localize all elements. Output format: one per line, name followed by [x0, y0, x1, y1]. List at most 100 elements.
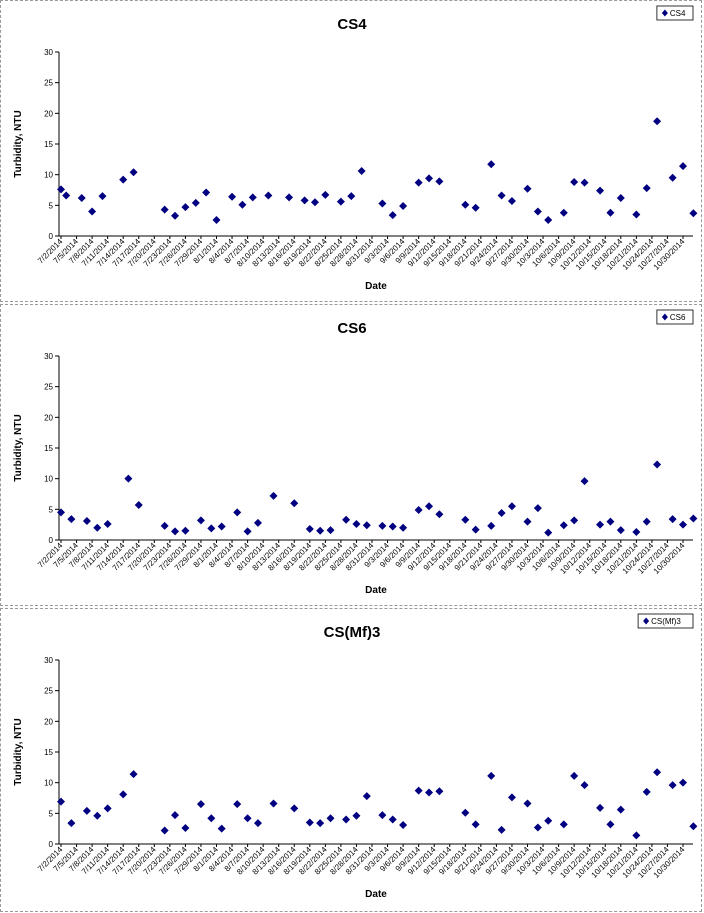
data-point: [305, 818, 314, 827]
data-point: [642, 787, 651, 796]
data-point: [414, 786, 423, 795]
data-point: [67, 819, 76, 828]
data-point: [653, 768, 662, 777]
data-point: [689, 209, 698, 218]
data-point: [689, 822, 698, 831]
y-tick-label: 0: [49, 232, 54, 241]
data-point: [243, 527, 252, 536]
data-point: [82, 516, 91, 525]
data-point: [378, 199, 387, 208]
data-point: [93, 523, 102, 532]
data-point: [606, 517, 615, 526]
y-tick-label: 25: [44, 687, 53, 696]
data-point: [616, 193, 625, 202]
data-point: [606, 820, 615, 829]
data-point: [264, 191, 273, 200]
data-point: [352, 811, 361, 820]
data-point: [269, 799, 278, 808]
y-tick-label: 0: [49, 840, 54, 849]
y-axis-label: Turbidity, NTU: [13, 718, 24, 785]
data-point: [212, 216, 221, 225]
y-tick-label: 10: [44, 475, 53, 484]
legend-marker: [661, 313, 668, 321]
y-tick-label: 20: [44, 109, 53, 118]
data-point: [160, 826, 169, 835]
data-point: [238, 200, 247, 209]
x-axis-label: Date: [365, 281, 387, 292]
data-point: [668, 781, 677, 790]
data-point: [77, 193, 86, 202]
y-tick-label: 25: [44, 79, 53, 88]
data-point: [253, 819, 262, 828]
data-point: [523, 184, 532, 193]
data-point: [290, 804, 299, 813]
data-point: [103, 804, 112, 813]
data-point: [342, 815, 351, 824]
data-point: [544, 528, 553, 537]
chart-panel-cs4: CS4 CS4 0 5 10 15 20 25 30 7/2/2014 7/5/2014 7/8/20…: [0, 0, 702, 302]
y-axis-label: Turbidity, NTU: [13, 414, 24, 481]
data-point: [507, 197, 516, 206]
data-point: [461, 200, 470, 209]
data-point: [57, 185, 65, 194]
data-point: [228, 192, 237, 201]
data-point: [321, 190, 330, 199]
data-point: [171, 811, 180, 820]
data-point: [435, 177, 444, 186]
data-point: [93, 811, 102, 820]
y-tick-label: 10: [44, 779, 53, 788]
data-point: [679, 778, 687, 787]
data-point: [62, 191, 71, 200]
data-point: [461, 808, 470, 817]
chart-svg-cs4: CS4CS40510152025307/2/20147/5/20147/8/20…: [13, 5, 698, 292]
data-point: [233, 800, 242, 809]
data-point: [171, 211, 180, 220]
data-point: [471, 525, 480, 534]
data-point: [181, 526, 190, 535]
data-point: [57, 508, 65, 517]
data-point: [487, 771, 496, 780]
data-point: [269, 491, 278, 500]
data-point: [181, 203, 190, 212]
data-point: [181, 824, 190, 833]
data-point: [342, 515, 351, 524]
data-point: [544, 816, 553, 825]
data-point: [388, 522, 397, 531]
data-point: [362, 521, 371, 530]
legend: CS(Mf)3: [637, 613, 694, 629]
data-point: [580, 477, 589, 486]
data-point: [134, 501, 143, 510]
data-point: [471, 203, 480, 212]
chart-svg-csmf3: CS(Mf)3CS(Mf)30510152025307/2/20147/5/20…: [13, 613, 698, 900]
data-point: [653, 117, 662, 126]
data-point: [461, 515, 470, 524]
data-point: [497, 509, 506, 518]
chart-title: CS(Mf)3: [324, 624, 381, 641]
data-point: [616, 805, 625, 814]
legend-box: [656, 5, 694, 21]
data-point: [487, 160, 496, 169]
data-point: [305, 524, 314, 533]
y-tick-label: 15: [44, 748, 53, 757]
data-point: [119, 790, 128, 799]
y-tick-label: 25: [44, 383, 53, 392]
y-tick-label: 5: [49, 809, 54, 818]
data-point: [191, 198, 200, 207]
data-point: [616, 526, 625, 535]
data-point: [570, 771, 579, 780]
data-point: [67, 515, 76, 524]
data-point: [207, 814, 216, 823]
data-point: [523, 517, 532, 526]
data-point: [632, 528, 641, 537]
data-point: [668, 173, 677, 182]
data-point: [533, 504, 542, 513]
data-point: [425, 788, 434, 797]
data-point: [129, 770, 138, 779]
legend-label: CS6: [670, 313, 686, 322]
data-point: [570, 516, 579, 525]
data-point: [414, 505, 423, 514]
data-point: [352, 520, 361, 529]
data-point: [523, 799, 532, 808]
data-point: [362, 792, 371, 801]
data-point: [507, 502, 516, 511]
